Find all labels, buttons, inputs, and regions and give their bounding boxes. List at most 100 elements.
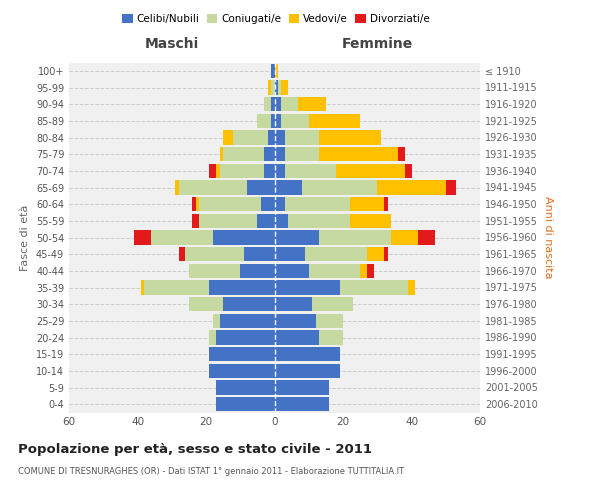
Bar bbox=[199, 197, 261, 211]
Bar bbox=[264, 164, 275, 178]
Bar bbox=[367, 264, 374, 278]
Bar bbox=[319, 130, 380, 144]
Bar bbox=[281, 97, 298, 112]
Bar bbox=[247, 180, 275, 194]
Bar bbox=[336, 164, 404, 178]
Bar bbox=[360, 264, 367, 278]
Text: COMUNE DI TRESNURAGHES (OR) - Dati ISTAT 1° gennaio 2011 - Elaborazione TUTTITAL: COMUNE DI TRESNURAGHES (OR) - Dati ISTAT… bbox=[18, 468, 404, 476]
Bar bbox=[193, 197, 196, 211]
Bar bbox=[275, 80, 278, 94]
Bar bbox=[275, 364, 340, 378]
Bar bbox=[175, 180, 179, 194]
Bar bbox=[275, 64, 278, 78]
Bar bbox=[179, 180, 247, 194]
Bar bbox=[209, 347, 275, 361]
Bar bbox=[261, 197, 275, 211]
Bar bbox=[275, 180, 302, 194]
Bar bbox=[233, 130, 268, 144]
Bar bbox=[398, 147, 404, 161]
Bar bbox=[275, 130, 285, 144]
Bar bbox=[275, 397, 329, 411]
Bar bbox=[305, 247, 367, 261]
Bar bbox=[268, 80, 271, 94]
Bar bbox=[275, 380, 329, 394]
Bar bbox=[288, 214, 350, 228]
Bar bbox=[275, 97, 281, 112]
Bar bbox=[185, 247, 244, 261]
Bar bbox=[275, 264, 309, 278]
Bar bbox=[384, 197, 388, 211]
Bar bbox=[275, 164, 285, 178]
Bar bbox=[223, 130, 233, 144]
Bar bbox=[285, 197, 350, 211]
Bar bbox=[367, 247, 384, 261]
Bar bbox=[302, 180, 377, 194]
Bar bbox=[298, 97, 326, 112]
Bar bbox=[216, 330, 275, 344]
Bar bbox=[189, 264, 240, 278]
Bar bbox=[285, 130, 319, 144]
Bar bbox=[350, 197, 384, 211]
Bar bbox=[216, 164, 220, 178]
Bar bbox=[316, 314, 343, 328]
Bar bbox=[257, 114, 271, 128]
Bar bbox=[446, 180, 456, 194]
Bar bbox=[179, 247, 185, 261]
Bar bbox=[199, 214, 257, 228]
Bar bbox=[275, 314, 316, 328]
Text: Femmine: Femmine bbox=[341, 37, 413, 51]
Bar bbox=[223, 147, 264, 161]
Bar bbox=[213, 314, 220, 328]
Bar bbox=[196, 197, 199, 211]
Bar bbox=[275, 280, 340, 294]
Bar bbox=[312, 297, 353, 311]
Bar bbox=[275, 247, 305, 261]
Bar bbox=[193, 214, 199, 228]
Legend: Celibi/Nubili, Coniugati/e, Vedovi/e, Divorziati/e: Celibi/Nubili, Coniugati/e, Vedovi/e, Di… bbox=[118, 10, 434, 29]
Bar bbox=[209, 364, 275, 378]
Bar bbox=[213, 230, 275, 244]
Bar bbox=[145, 280, 209, 294]
Bar bbox=[271, 64, 275, 78]
Bar bbox=[209, 330, 216, 344]
Bar bbox=[285, 164, 336, 178]
Bar bbox=[240, 264, 275, 278]
Bar bbox=[220, 314, 275, 328]
Bar bbox=[189, 297, 223, 311]
Bar bbox=[285, 147, 319, 161]
Bar bbox=[319, 230, 391, 244]
Bar bbox=[281, 114, 309, 128]
Text: Popolazione per età, sesso e stato civile - 2011: Popolazione per età, sesso e stato civil… bbox=[18, 442, 372, 456]
Bar bbox=[278, 80, 281, 94]
Bar bbox=[268, 130, 275, 144]
Text: Maschi: Maschi bbox=[145, 37, 199, 51]
Bar bbox=[151, 230, 213, 244]
Bar bbox=[141, 280, 145, 294]
Bar bbox=[216, 380, 275, 394]
Bar bbox=[384, 247, 388, 261]
Bar bbox=[275, 330, 319, 344]
Bar bbox=[271, 97, 275, 112]
Bar bbox=[216, 397, 275, 411]
Bar bbox=[275, 114, 281, 128]
Bar bbox=[408, 280, 415, 294]
Bar bbox=[209, 164, 216, 178]
Bar bbox=[275, 197, 285, 211]
Bar bbox=[264, 147, 275, 161]
Bar bbox=[271, 80, 275, 94]
Bar bbox=[275, 214, 288, 228]
Bar bbox=[418, 230, 436, 244]
Bar bbox=[391, 230, 418, 244]
Bar bbox=[404, 164, 412, 178]
Bar bbox=[275, 347, 340, 361]
Bar bbox=[220, 147, 223, 161]
Bar bbox=[134, 230, 151, 244]
Bar bbox=[275, 230, 319, 244]
Bar bbox=[350, 214, 391, 228]
Bar bbox=[275, 297, 312, 311]
Bar bbox=[319, 147, 398, 161]
Bar bbox=[319, 330, 343, 344]
Bar bbox=[309, 264, 360, 278]
Bar bbox=[275, 147, 285, 161]
Bar bbox=[244, 247, 275, 261]
